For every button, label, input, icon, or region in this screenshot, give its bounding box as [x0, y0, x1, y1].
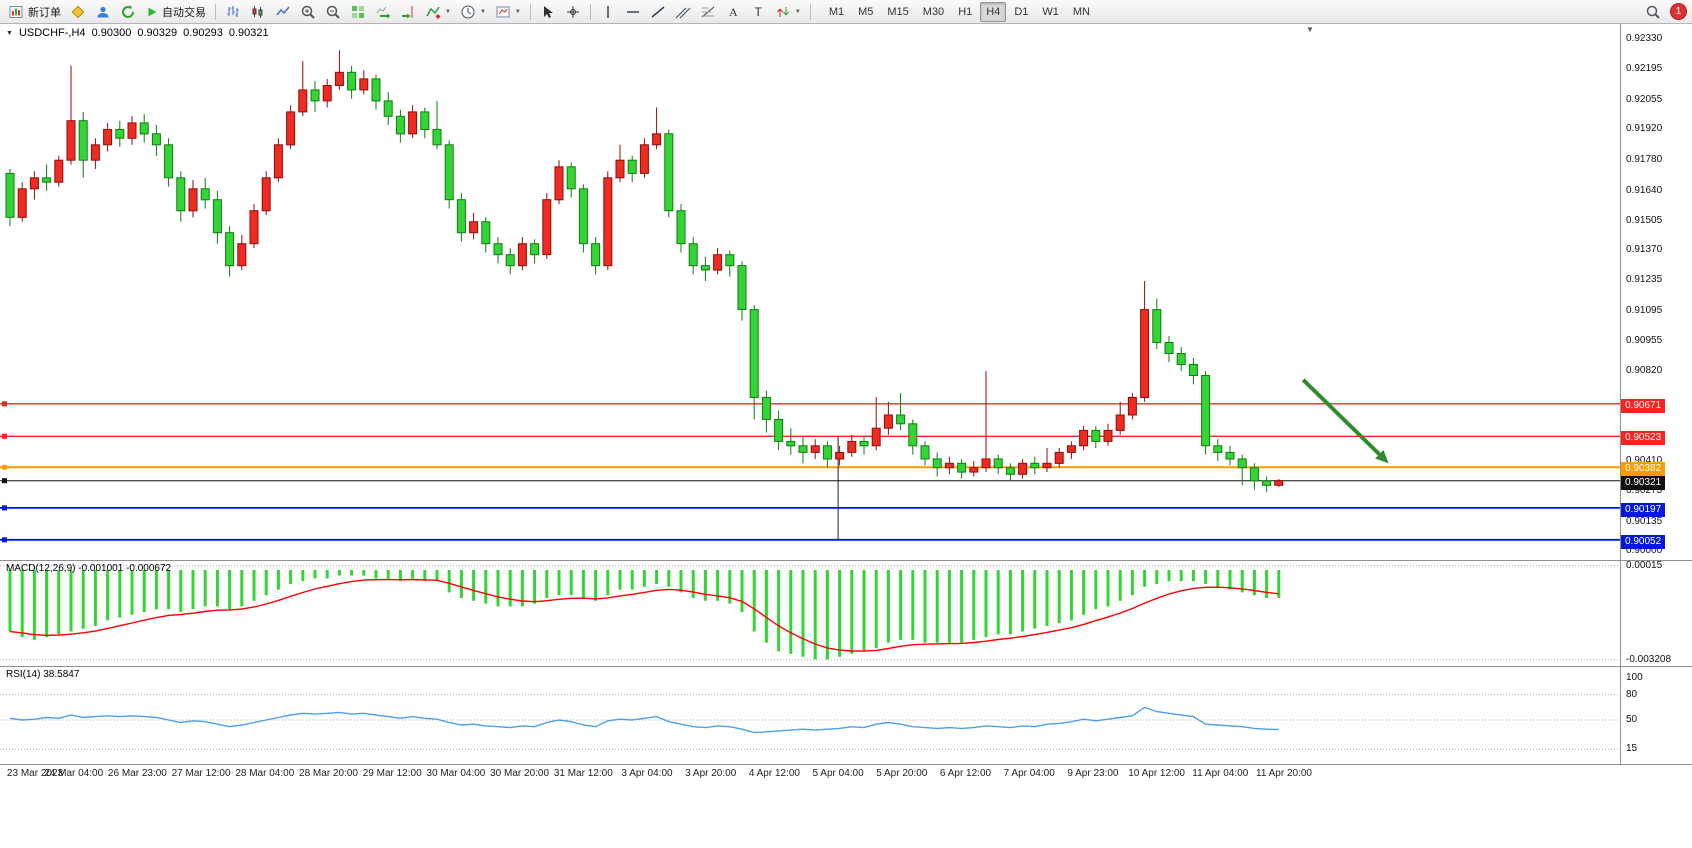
timeframe-button-m15[interactable]: M15	[887, 5, 909, 18]
text-icon: A	[729, 5, 738, 19]
refresh-icon	[122, 4, 134, 18]
new-order-label: 新订单	[28, 6, 61, 19]
templates-icon	[496, 6, 510, 17]
community-person-icon	[97, 6, 109, 17]
crosshair-button[interactable]	[561, 1, 585, 23]
templates-button[interactable]: ▼	[491, 1, 525, 23]
fibonacci-button[interactable]	[696, 1, 720, 23]
legend-close: 0.90321	[228, 27, 269, 39]
fibonacci-icon	[701, 6, 715, 17]
indicators-icon	[426, 6, 440, 18]
channel-icon	[675, 7, 691, 18]
channel-button[interactable]	[671, 1, 695, 23]
zoom-out-icon	[326, 5, 340, 19]
trendline-icon	[651, 5, 665, 18]
new-order-icon	[9, 5, 23, 18]
text-label-icon: T	[754, 5, 762, 19]
zoom-in-button[interactable]	[296, 1, 320, 23]
vertical-line-button[interactable]	[596, 1, 620, 23]
crosshair-icon	[566, 5, 579, 18]
rsi-indicator-label: RSI(14) 38.5847	[6, 669, 80, 680]
timeframe-button-h4[interactable]: H4	[980, 1, 1007, 22]
line-chart-icon	[276, 6, 290, 15]
timeframe-button-w1[interactable]: W1	[1042, 5, 1059, 18]
bar-chart-icon	[227, 5, 239, 17]
vertical-line-icon	[607, 5, 609, 18]
periods-caret-icon: ▼	[479, 8, 486, 15]
templates-caret-icon: ▼	[514, 8, 521, 15]
cursor-button[interactable]	[536, 1, 560, 23]
text-label-button[interactable]: T	[746, 1, 770, 23]
indicators-button[interactable]: ▼	[421, 1, 455, 23]
line-chart-button[interactable]	[271, 1, 295, 23]
tile-windows-icon	[352, 5, 364, 18]
new-order-button[interactable]: 新订单	[5, 1, 65, 23]
legend-open: 0.90300	[91, 27, 132, 39]
arrows-button[interactable]: ▼	[771, 1, 805, 23]
chart-shift-marker-icon[interactable]: ▼	[1306, 25, 1314, 34]
cursor-icon	[543, 5, 553, 18]
clock-icon	[461, 5, 475, 18]
trendline-button[interactable]	[646, 1, 670, 23]
zoom-out-button[interactable]	[321, 1, 345, 23]
search-icon	[1646, 5, 1660, 19]
toolbar-separator	[215, 3, 216, 20]
periods-button[interactable]: ▼	[456, 1, 490, 23]
autotrading-button[interactable]: 自动交易	[141, 1, 210, 23]
candlestick-chart-button[interactable]	[246, 1, 270, 23]
timeframe-button-m1[interactable]: M1	[828, 5, 845, 18]
timeframe-button-d1[interactable]: D1	[1014, 5, 1029, 18]
legend-collapse-icon[interactable]: ▼	[6, 29, 13, 37]
candlestick-chart-icon	[252, 5, 263, 18]
timeframe-button-m30[interactable]: M30	[922, 5, 945, 18]
arrows-caret-icon: ▼	[794, 8, 801, 15]
toolbar-separator	[809, 3, 811, 20]
legend-high: 0.90329	[137, 27, 178, 39]
horizontal-line-icon	[626, 10, 639, 13]
horizontal-line-button[interactable]	[621, 1, 645, 23]
tile-windows-button[interactable]	[346, 1, 370, 23]
chart-shift-icon	[402, 5, 413, 18]
svg-text:A: A	[729, 5, 738, 19]
legend-low: 0.90293	[183, 27, 223, 39]
timeframe-group: M1 M5 M15 M30 H1 H4 D1 W1 MN	[822, 1, 1097, 22]
search-button[interactable]	[1641, 1, 1665, 23]
macd-indicator-label: MACD(12,26,9) -0.001001 -0.000672	[6, 563, 172, 574]
timeframe-button-m5[interactable]: M5	[858, 5, 874, 18]
toolbar-separator	[589, 3, 591, 20]
legend-symbol: USDCHF-,H4	[18, 27, 86, 39]
timeframe-button-h1[interactable]: H1	[958, 5, 973, 18]
autotrading-label: 自动交易	[162, 6, 206, 19]
metaeditor-diamond-icon	[71, 5, 85, 18]
notification-badge[interactable]: 1	[1670, 3, 1687, 20]
text-button[interactable]: A	[721, 1, 745, 23]
arrows-icon	[776, 6, 789, 17]
metaeditor-button[interactable]	[66, 1, 90, 23]
timeframe-button-mn[interactable]: MN	[1072, 5, 1090, 18]
chart-shift-button[interactable]	[396, 1, 420, 23]
indicators-caret-icon: ▼	[445, 8, 451, 15]
zoom-in-icon	[301, 5, 315, 19]
auto-scroll-button[interactable]	[371, 1, 395, 23]
toolbar-separator	[529, 3, 531, 20]
auto-scroll-icon	[376, 6, 391, 18]
toolbar: 新订单 自动交易	[0, 0, 1692, 24]
svg-text:T: T	[754, 5, 762, 19]
chart-legend: ▼ USDCHF-,H4 0.90300 0.90329 0.90293 0.9…	[6, 27, 269, 39]
autotrading-play-icon	[148, 7, 157, 16]
community-button[interactable]	[91, 1, 115, 23]
refresh-button[interactable]	[116, 1, 140, 23]
bar-chart-button[interactable]	[221, 1, 245, 23]
